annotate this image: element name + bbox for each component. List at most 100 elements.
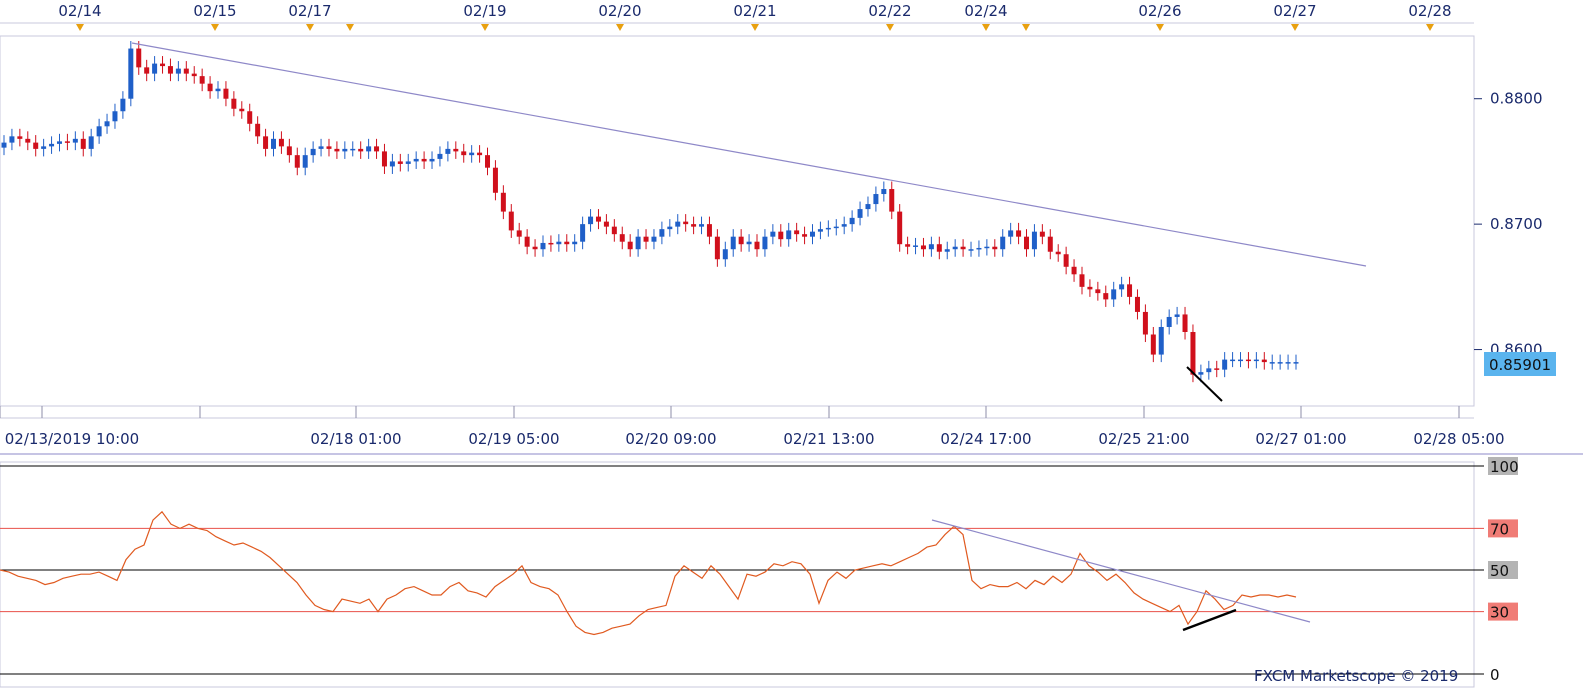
top-date-label: 02/21: [733, 2, 776, 20]
candle-down: [286, 146, 292, 156]
candle-up: [342, 148, 348, 152]
candle-up: [825, 227, 831, 230]
date-marker-icon: [346, 24, 354, 31]
candle-down: [477, 152, 483, 156]
candle-up: [429, 158, 435, 162]
date-marker-icon: [1291, 24, 1299, 31]
candle-up: [588, 216, 594, 225]
candle-down: [1190, 332, 1196, 375]
candle-up: [350, 148, 356, 151]
candle-down: [1214, 368, 1220, 370]
date-marker-icon: [76, 24, 84, 31]
candle-down: [358, 148, 364, 152]
time-tick-label: 02/24 17:00: [940, 430, 1031, 448]
candle-up: [1198, 372, 1204, 375]
candle-down: [1047, 236, 1053, 252]
candle-down: [1079, 274, 1085, 287]
rsi-tick-label: 30: [1490, 604, 1509, 622]
candle-up: [675, 221, 681, 227]
candle-down: [802, 234, 808, 237]
candle-up: [1158, 326, 1164, 355]
candle-down: [548, 242, 554, 245]
candle-down: [889, 189, 895, 212]
top-date-label: 02/17: [288, 2, 331, 20]
top-date-label: 02/22: [868, 2, 911, 20]
time-tick-label: 02/20 09:00: [625, 430, 716, 448]
candle-up: [722, 249, 728, 260]
low-trendline: [1186, 366, 1223, 402]
top-date-label: 02/20: [598, 2, 641, 20]
candle-up: [1277, 362, 1283, 364]
candle-up: [1222, 359, 1228, 370]
rsi-trendline: [931, 519, 1311, 623]
candle-up: [699, 224, 705, 227]
rsi-tick-label: 70: [1490, 520, 1509, 538]
candle-up: [104, 121, 110, 127]
date-marker-icon: [1426, 24, 1434, 31]
rsi-pane: 100 70 50 30 0 FXCM Marketscope © 2019: [0, 453, 1583, 688]
candle-up: [857, 209, 863, 218]
candle-down: [960, 246, 966, 250]
candle-up: [215, 88, 221, 92]
date-marker-icon: [211, 24, 219, 31]
candle-down: [334, 148, 340, 152]
candle-up: [809, 231, 815, 237]
date-marker-icon: [481, 24, 489, 31]
candle-down: [611, 226, 617, 235]
time-tick-label: 02/18 01:00: [310, 430, 401, 448]
date-marker-icon: [982, 24, 990, 31]
top-date-label: 02/27: [1273, 2, 1316, 20]
candle-down: [231, 98, 237, 109]
candle-down: [191, 73, 197, 77]
candle-down: [1024, 236, 1030, 250]
candle-down: [461, 151, 467, 156]
candle-down: [239, 108, 245, 112]
candle-up: [175, 68, 181, 74]
candle-up: [873, 194, 879, 205]
candle-down: [992, 246, 998, 250]
date-marker-icon: [616, 24, 624, 31]
candle-up: [849, 217, 855, 225]
candle-down: [1016, 230, 1022, 237]
price-tick-label: 0.8700: [1490, 215, 1543, 233]
candle-down: [643, 236, 649, 242]
candle-down: [136, 48, 142, 68]
candle-down: [1095, 289, 1101, 294]
time-tick-label: 02/25 21:00: [1098, 430, 1189, 448]
rsi-levels: 100 70 50 30 0: [0, 457, 1519, 684]
candle-down: [33, 142, 39, 149]
candle-down: [381, 151, 387, 167]
candle-up: [928, 244, 934, 250]
candle-down: [794, 230, 800, 235]
candle-up: [1008, 230, 1014, 237]
candle-up: [746, 241, 752, 245]
candle-up: [96, 126, 102, 137]
top-date-label: 02/15: [193, 2, 236, 20]
price-pane-frame: [0, 35, 1475, 407]
candle-up: [913, 245, 919, 247]
time-axis: 02/13/2019 10:00 02/18 01:00 02/19 05:00 02…: [0, 406, 1505, 448]
candle-down: [500, 192, 506, 212]
candle-up: [1269, 362, 1275, 364]
candle-up: [762, 236, 768, 250]
price-tick-label: 0.8800: [1490, 90, 1543, 108]
candle-up: [1119, 284, 1125, 290]
candle-up: [72, 138, 78, 143]
candle-up: [881, 189, 887, 195]
candle-up: [128, 48, 134, 99]
candle-down: [1182, 314, 1188, 332]
time-tick-label: 02/13/2019 10:00: [5, 430, 139, 448]
candle-up: [952, 246, 958, 250]
candle-up: [1238, 359, 1244, 362]
candle-down: [706, 224, 712, 237]
candle-down: [508, 211, 514, 231]
candle-down: [207, 83, 213, 92]
candle-up: [1031, 231, 1037, 250]
rsi-support-line: [1182, 608, 1237, 632]
candle-up: [120, 98, 126, 112]
candle-up: [310, 148, 316, 156]
rsi-tick-label: 0: [1490, 666, 1500, 684]
candle-up: [540, 242, 546, 250]
candle-down: [714, 236, 720, 260]
